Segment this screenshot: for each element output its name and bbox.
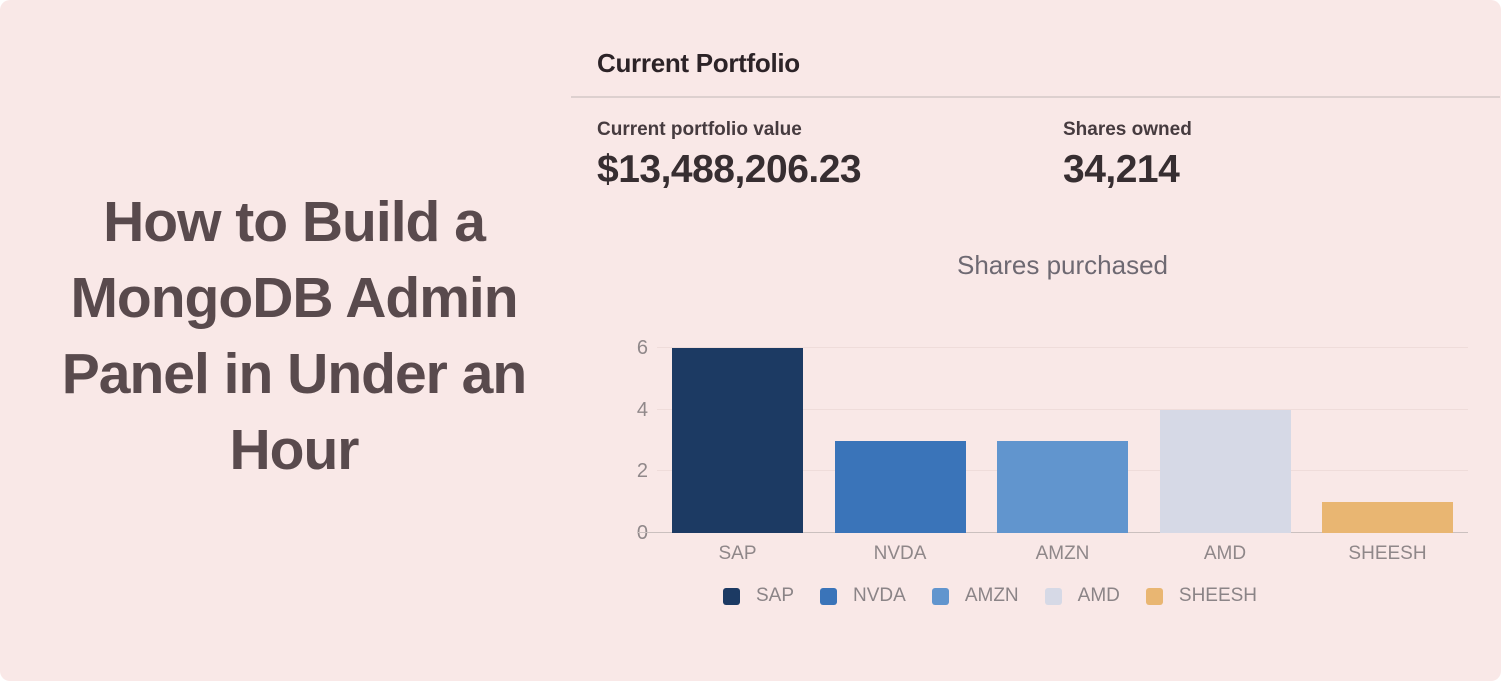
chart-legend: SAP NVDA AMZN AMD SHEESH bbox=[723, 585, 1257, 607]
legend-item-sap[interactable]: SAP bbox=[723, 585, 794, 607]
legend-item-sheesh[interactable]: SHEESH bbox=[1145, 585, 1258, 607]
page-title: How to Build a MongoDB Admin Panel in Un… bbox=[61, 190, 527, 482]
plot-area bbox=[637, 347, 1468, 533]
legend-swatch-icon bbox=[723, 587, 740, 605]
x-axis: SAP NVDA AMZN AMD SHEESH bbox=[657, 543, 1468, 565]
y-tick-label: 2 bbox=[636, 460, 648, 483]
bar-amzn[interactable] bbox=[997, 440, 1128, 533]
x-tick-label: SHEESH bbox=[1348, 543, 1427, 564]
legend-item-nvda[interactable]: NVDA bbox=[820, 585, 906, 607]
legend-label: AMD bbox=[1077, 585, 1120, 606]
legend-swatch-icon bbox=[1044, 587, 1062, 605]
portfolio-panel-heading: Current Portfolio bbox=[597, 48, 800, 78]
bar-sheesh[interactable] bbox=[1322, 502, 1453, 533]
gridline bbox=[657, 347, 1468, 348]
x-tick-label: NVDA bbox=[873, 543, 927, 564]
legend-label: SAP bbox=[756, 585, 795, 606]
stat-label: Current portfolio value bbox=[597, 119, 802, 140]
y-tick-label: 6 bbox=[636, 337, 648, 359]
legend-swatch-icon bbox=[1145, 587, 1163, 605]
x-tick-label: AMZN bbox=[1035, 543, 1090, 564]
bar-series bbox=[657, 348, 1468, 533]
legend-swatch-icon bbox=[820, 587, 838, 605]
gridline bbox=[657, 408, 1468, 410]
x-tick-label: AMD bbox=[1203, 543, 1247, 564]
bar-sap[interactable] bbox=[672, 348, 803, 533]
heading-divider bbox=[571, 96, 1500, 98]
bar-nvda[interactable] bbox=[834, 440, 966, 533]
y-tick-label: 0 bbox=[636, 522, 648, 544]
legend-label: NVDA bbox=[853, 585, 906, 606]
y-tick-label: 4 bbox=[636, 398, 648, 421]
legend-label: AMZN bbox=[964, 585, 1019, 606]
stat-value: $13,488,206.23 bbox=[597, 148, 862, 191]
stat-shares-owned: Shares owned 34,214 bbox=[1063, 119, 1192, 192]
legend-item-amd[interactable]: AMD bbox=[1044, 585, 1120, 607]
legend-swatch-icon bbox=[931, 587, 949, 605]
stat-portfolio-value: Current portfolio value $13,488,206.23 bbox=[597, 119, 862, 192]
x-tick-label: SAP bbox=[718, 543, 757, 564]
legend-item-amzn[interactable]: AMZN bbox=[931, 585, 1019, 607]
stat-label: Shares owned bbox=[1063, 119, 1192, 140]
y-axis: 0 2 4 6 bbox=[598, 338, 648, 543]
legend-label: SHEESH bbox=[1178, 585, 1258, 606]
stat-value: 34,214 bbox=[1063, 148, 1180, 191]
chart-title: Shares purchased bbox=[956, 250, 1169, 280]
bar-amd[interactable] bbox=[1159, 409, 1291, 533]
